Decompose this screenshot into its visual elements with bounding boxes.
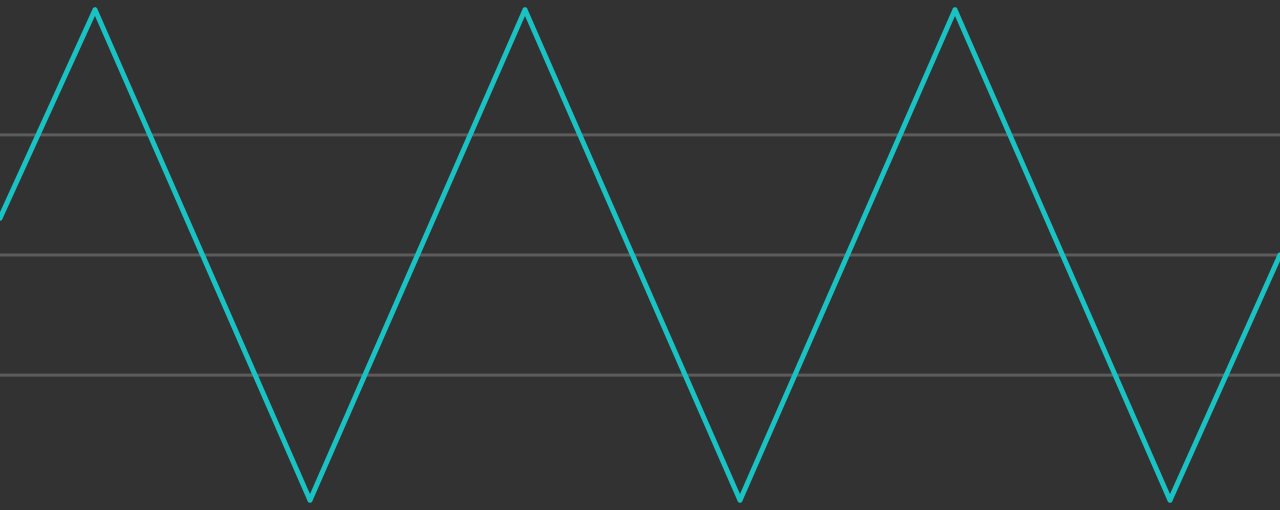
gridlines	[0, 133, 1280, 377]
data-point	[522, 7, 528, 13]
data-point	[1277, 252, 1280, 258]
data-point	[1167, 497, 1173, 503]
series-group	[0, 7, 1280, 503]
data-point	[737, 497, 743, 503]
data-point	[92, 7, 98, 13]
series-line-0	[0, 7, 1280, 503]
data-point	[0, 215, 3, 221]
data-point	[307, 497, 313, 503]
data-point	[952, 7, 958, 13]
